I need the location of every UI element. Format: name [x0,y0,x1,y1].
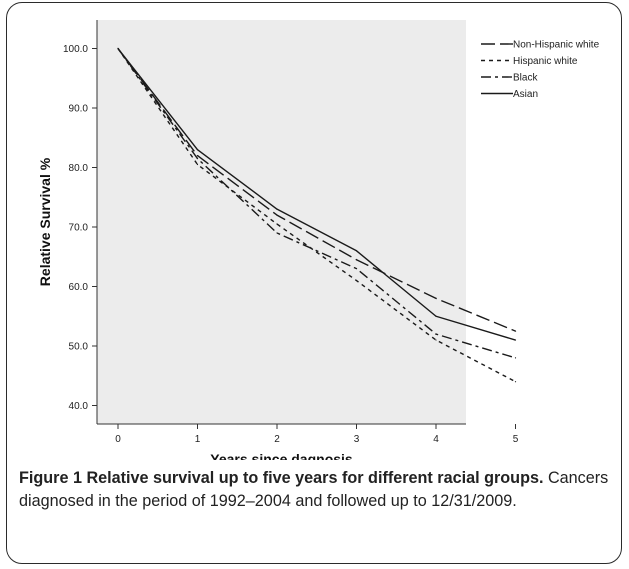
x-tick-label: 0 [115,434,121,445]
y-axis-label: Relative Survival % [37,157,53,286]
data-point [355,279,358,282]
data-point [435,297,437,299]
data-point [196,149,199,151]
x-tick-label: 4 [433,434,439,445]
series-line-non-hispanic-white [117,48,516,332]
relative-survival-chart: 40.0 50.0 60.0 70.0 80.0 90.0 100.0 0 1 2 3 4 5 Non-… [37,20,600,460]
y-tick-label: 70.0 [69,223,89,234]
data-point [196,163,199,166]
series-layer [117,47,517,383]
data-point [196,157,199,160]
data-point [514,339,517,341]
y-tick-label: 60.0 [69,282,89,293]
series-line-black [117,48,516,359]
x-tick-label: 1 [195,434,201,445]
plot-area [97,20,466,424]
legend: Non-Hispanic white Hispanic white Black Asi… [481,40,600,100]
axes: 40.0 50.0 60.0 70.0 80.0 90.0 100.0 0 1 2 3 4 5 [63,20,519,445]
x-tick-label: 2 [274,434,280,445]
data-point [514,357,517,359]
y-tick-label: 100.0 [63,44,88,55]
data-point [435,339,437,341]
data-point [435,333,437,335]
data-point [276,208,278,210]
data-point [276,223,278,225]
data-point [514,381,517,383]
caption-text: Cancers diagnosed in the period of 1992–… [19,469,609,510]
x-axis-label: Years since dagnosis [210,451,353,460]
legend-label: Non-Hispanic white [513,40,600,51]
data-point [514,330,517,332]
legend-label: Asian [513,89,538,100]
y-tick-label: 80.0 [69,163,89,174]
x-tick-label: 5 [513,434,519,445]
figure-caption: Figure 1 Relative survival up to five ye… [19,467,615,513]
x-tick-label: 3 [354,434,360,445]
data-point [355,250,358,252]
series-line-asian [117,48,516,341]
data-point [276,214,278,216]
data-point [117,47,119,50]
y-tick-label: 90.0 [69,104,89,115]
data-point [355,268,358,270]
legend-label: Hispanic white [513,56,578,67]
y-tick-label: 50.0 [69,342,89,353]
y-tick-label: 40.0 [69,401,89,412]
data-point [196,155,199,157]
data-point [435,315,437,317]
legend-label: Black [513,73,538,84]
data-point [276,232,278,234]
series-line-hispanic-white [117,48,516,383]
caption-title: Figure 1 Relative survival up to five ye… [19,469,544,487]
data-point [355,259,358,261]
